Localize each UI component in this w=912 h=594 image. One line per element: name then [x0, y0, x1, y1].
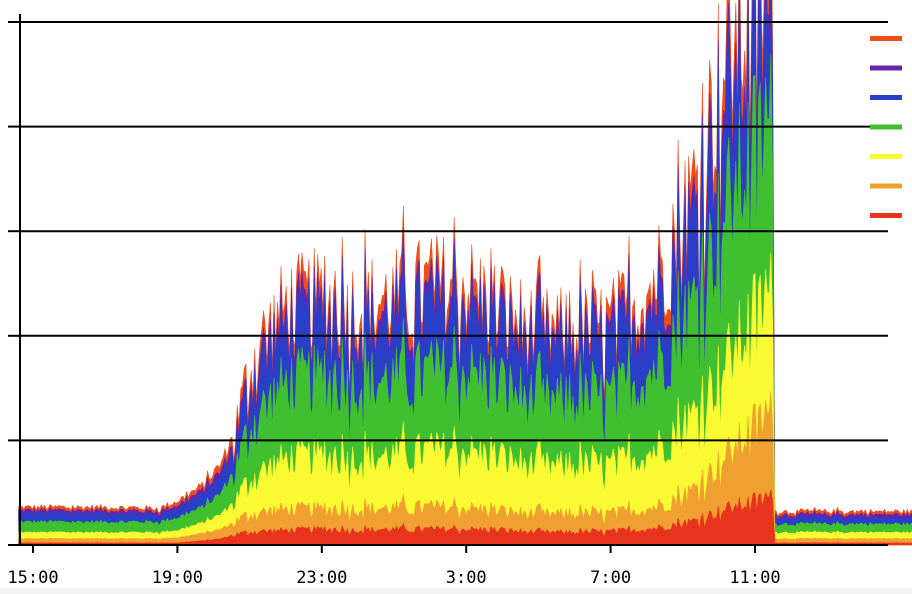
bottom-frame [0, 588, 912, 594]
axes [8, 14, 888, 546]
legend [870, 36, 902, 218]
x-tick-label: 15:00 [7, 568, 58, 588]
legend-swatch-3 [870, 95, 902, 100]
series-areas [18, 0, 912, 546]
legend-swatch-7 [870, 213, 902, 218]
legend-swatch-4 [870, 124, 902, 130]
x-ticks: 15:00 19:00 23:00 3:00 7:00 11:00 [7, 545, 781, 588]
x-tick-label: 23:00 [296, 568, 347, 588]
x-tick-label: 11:00 [729, 568, 780, 588]
series-area-2 [18, 391, 912, 546]
x-tick-label: 3:00 [446, 568, 487, 588]
series-area-1 [18, 489, 912, 546]
series-area-3 [18, 252, 912, 546]
gridlines [20, 21, 888, 442]
legend-swatch-6 [870, 183, 902, 189]
x-tick-label: 19:00 [152, 568, 203, 588]
x-tick-label: 7:00 [590, 568, 631, 588]
legend-swatch-1 [870, 36, 902, 41]
legend-swatch-2 [870, 65, 902, 71]
legend-swatch-5 [870, 154, 902, 159]
